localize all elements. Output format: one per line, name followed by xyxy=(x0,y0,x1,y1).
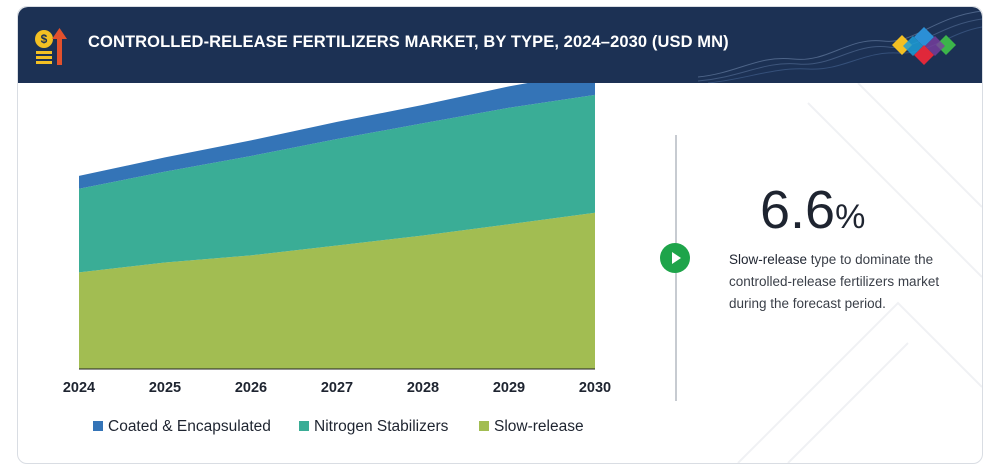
x-tick-label: 2026 xyxy=(235,380,267,396)
area-slow-release xyxy=(79,212,595,369)
x-tick-label: 2030 xyxy=(579,380,611,396)
area-coated-encapsulated xyxy=(79,83,595,189)
play-icon[interactable] xyxy=(660,243,690,273)
cagr-number: 6.6 xyxy=(760,180,836,240)
legend-label: Nitrogen Stabilizers xyxy=(314,418,449,435)
highlight-body: type to dominate the controlled-release … xyxy=(729,252,940,311)
legend-label: Slow-release xyxy=(494,418,584,435)
legend-label: Coated & Encapsulated xyxy=(108,418,271,435)
chart-title: CONTROLLED-RELEASE FERTILIZERS MARKET, B… xyxy=(88,33,729,51)
legend-swatch xyxy=(299,421,309,431)
cagr-unit: % xyxy=(835,198,866,236)
svg-text:$: $ xyxy=(41,32,48,46)
area-nitrogen-stabilizers xyxy=(79,94,595,273)
x-tick-label: 2024 xyxy=(63,380,95,396)
infographic-card: $ CONTROLLED-RELEASE FERTILIZERS MARKET,… xyxy=(17,6,983,464)
legend-item: Coated & Encapsulated xyxy=(93,418,271,435)
cagr-value: 6.6% xyxy=(760,179,865,241)
x-tick-label: 2028 xyxy=(407,380,439,396)
background-watermark xyxy=(737,83,982,463)
x-tick-label: 2029 xyxy=(493,380,525,396)
legend-swatch xyxy=(93,421,103,431)
legend-item: Nitrogen Stabilizers xyxy=(299,418,449,435)
money-growth-icon: $ xyxy=(35,28,67,65)
diamond-cluster-logo-icon xyxy=(892,27,956,65)
stacked-area-chart: 2024 2025 2026 2027 2028 2029 2030 Coated & Enc… xyxy=(63,83,611,435)
highlight-emphasis: Slow-release xyxy=(729,252,808,267)
x-tick-label: 2025 xyxy=(149,380,181,396)
legend-item: Slow-release xyxy=(479,418,584,435)
header-bar: $ CONTROLLED-RELEASE FERTILIZERS MARKET,… xyxy=(18,7,982,83)
legend-swatch xyxy=(479,421,489,431)
highlight-text: Slow-release type to dominate the contro… xyxy=(729,249,959,315)
x-tick-label: 2027 xyxy=(321,380,353,396)
